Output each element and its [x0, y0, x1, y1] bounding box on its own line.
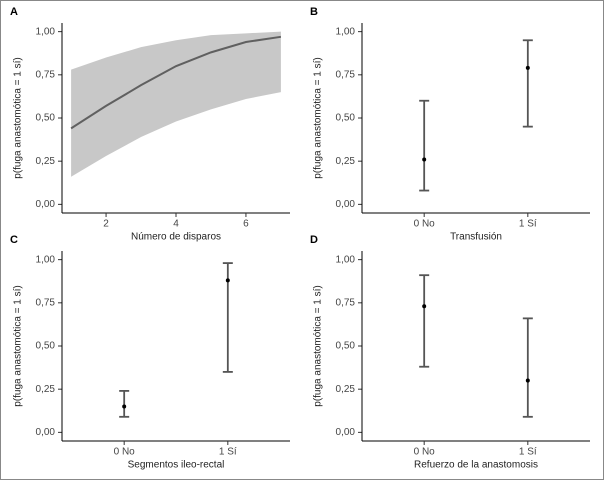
panel-label: D	[310, 234, 318, 246]
x-axis-title: Número de disparos	[131, 232, 221, 243]
x-tick-label: 4	[173, 219, 179, 230]
x-tick-label: 6	[243, 219, 249, 230]
point	[122, 404, 127, 409]
point	[525, 378, 530, 383]
y-tick-label: 0,75	[36, 69, 56, 80]
line	[70, 35, 282, 130]
point	[422, 304, 427, 309]
y-tick-label: 0,50	[36, 113, 56, 124]
x-tick-label: 1 Sí	[219, 447, 237, 458]
panel-label: C	[10, 234, 18, 246]
y-tick-label: 0,25	[36, 384, 56, 395]
y-tick-label: 0,25	[336, 384, 356, 395]
y-tick-label: 1,00	[336, 254, 356, 265]
y-axis-title: p(fuga anastomótica = 1 sí)	[313, 285, 324, 406]
y-tick-label: 1,00	[36, 26, 56, 37]
x-axis-title: Transfusión	[450, 232, 502, 243]
y-tick-label: 0,00	[336, 427, 356, 438]
y-tick-label: 1,00	[336, 26, 356, 37]
x-tick-label: 1 Sí	[519, 219, 537, 230]
y-tick-label: 0,25	[336, 156, 356, 167]
y-tick-label: 0,75	[336, 69, 356, 80]
y-tick-label: 0,00	[36, 199, 56, 210]
panel-label: A	[10, 6, 18, 18]
point	[422, 157, 427, 162]
y-tick-label: 0,75	[36, 297, 56, 308]
y-tick-label: 0,75	[336, 297, 356, 308]
y-tick-label: 1,00	[36, 254, 56, 265]
y-tick-label: 0,00	[336, 199, 356, 210]
x-tick-label: 0 No	[414, 447, 436, 458]
confidence-band	[71, 31, 281, 177]
point	[525, 65, 530, 70]
x-tick-label: 0 No	[114, 447, 136, 458]
y-tick-label: 0,50	[36, 341, 56, 352]
y-tick-label: 0,00	[36, 427, 56, 438]
y-tick-label: 0,25	[36, 156, 56, 167]
x-axis-title: Segmentos ileo-rectal	[128, 460, 225, 471]
x-axis-title: Refuerzo de la anastomosis	[414, 460, 538, 471]
x-tick-label: 1 Sí	[519, 447, 537, 458]
y-axis-title: p(fuga anastomótica = 1 sí)	[313, 57, 324, 178]
x-tick-label: 0 No	[414, 219, 436, 230]
point	[225, 278, 230, 283]
y-axis-title: p(fuga anastomótica = 1 sí)	[13, 57, 24, 178]
y-tick-label: 0,50	[336, 113, 356, 124]
y-tick-label: 0,50	[336, 341, 356, 352]
x-tick-label: 2	[103, 219, 109, 230]
y-axis-title: p(fuga anastomótica = 1 sí)	[13, 285, 24, 406]
panel-label: B	[310, 6, 318, 18]
